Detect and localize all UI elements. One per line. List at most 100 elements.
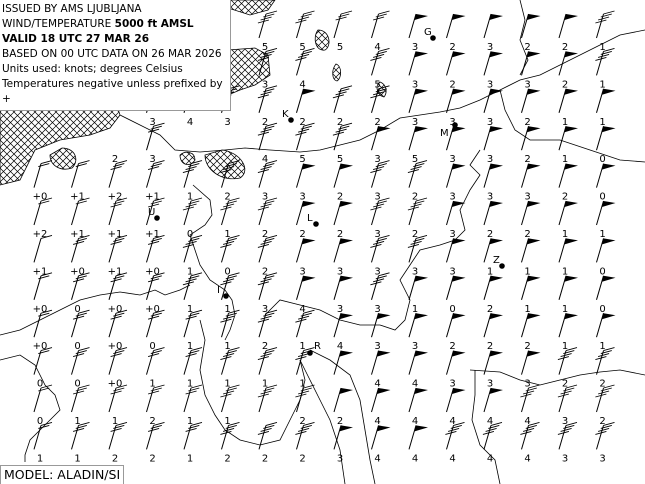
temperature-label: 0 [599, 154, 605, 165]
wind-barb-pennant [333, 350, 353, 375]
temperature-label: 2 [262, 341, 268, 352]
wind-barb-feathers [71, 234, 90, 263]
temperature-label: 2 [337, 117, 343, 128]
wind-barb-feathers [71, 197, 90, 226]
wind-barb-feathers [257, 347, 278, 375]
wind-barb-feathers [407, 197, 428, 226]
temperature-label: 5 [262, 42, 268, 53]
temperature-label: 1 [562, 341, 568, 352]
wind-barb-feathers [595, 47, 615, 76]
wind-barb-pennant [521, 126, 541, 151]
temperature-label: 2 [449, 42, 455, 53]
wind-barb-pennant [408, 313, 428, 338]
temperature-label: +1 [70, 192, 85, 203]
wind-barb-pennant [483, 126, 503, 151]
wind-barb-feathers [332, 122, 353, 151]
temperature-label: 3 [412, 79, 418, 90]
wind-barb-pennant [408, 88, 428, 113]
temperature-label: 2 [337, 416, 343, 427]
wind-barb-pennant [521, 13, 541, 39]
wind-barb-pennant [558, 163, 578, 188]
temperature-label: 4 [374, 42, 380, 53]
temperature-label: 3 [374, 266, 380, 277]
wind-barb-pennant [371, 387, 391, 413]
wind-barb-pennant [333, 275, 353, 300]
station-dot [223, 293, 229, 299]
wind-barb-feathers [295, 309, 315, 338]
wind-barb-feathers [370, 234, 390, 263]
temperature-label: +0 [108, 341, 123, 352]
temperature-label: 2 [524, 154, 530, 165]
station-r: R [307, 341, 321, 356]
wind-barb-pennant [483, 313, 503, 338]
temperature-label: 3 [562, 453, 568, 464]
wind-barb-pennant [296, 238, 316, 263]
wind-barb-feathers [146, 384, 165, 413]
wind-barb-feathers [108, 421, 128, 450]
temperature-label: 2 [524, 341, 530, 352]
temperature-label: 0 [37, 379, 43, 390]
temperature-label: 2 [299, 117, 305, 128]
temperature-label: 2 [149, 453, 155, 464]
temperature-label: +0 [70, 266, 85, 277]
wind-barb-feathers [520, 384, 540, 413]
station-label: K [282, 109, 289, 120]
temperature-label: 1 [487, 266, 493, 277]
temperature-label: 1 [599, 229, 605, 240]
temperature-label: 2 [374, 117, 380, 128]
wind-barb-feathers [108, 272, 128, 300]
wind-barb-pennant [333, 238, 353, 263]
temperature-label: 1 [224, 229, 230, 240]
wind-barb-feathers [146, 421, 165, 450]
wind-barb-pennant [408, 13, 428, 39]
wind-barb-feathers [182, 197, 203, 226]
wind-barb-feathers [257, 234, 278, 263]
temperature-label: 0 [599, 304, 605, 315]
temperature-label: 3 [374, 341, 380, 352]
temperature-label: 5 [337, 42, 343, 53]
temperature-label: 2 [562, 79, 568, 90]
wind-barb-feathers [295, 122, 315, 151]
station-label: Z [493, 255, 500, 266]
temperature-label: 2 [449, 341, 455, 352]
wind-barb-feathers [595, 347, 615, 375]
info-box: ISSUED BY AMS LJUBLJANA WIND/TEMPERATURE… [0, 0, 231, 111]
temperature-label: 2 [524, 42, 530, 53]
wind-barb-feathers [182, 160, 203, 188]
wind-barb-feathers [108, 384, 128, 413]
wind-barb-pennant [371, 350, 391, 375]
temperature-label: 2 [412, 229, 418, 240]
temperature-label: +1 [145, 229, 160, 240]
temperature-label: 1 [599, 341, 605, 352]
temperature-label: 1 [524, 304, 530, 315]
temperature-label: 3 [524, 79, 530, 90]
wind-barb-feathers [257, 197, 278, 226]
temperature-label: 1 [524, 266, 530, 277]
wind-barb-feathers [445, 421, 465, 450]
temperature-label: 1 [149, 379, 155, 390]
wind-barb-pennant [483, 163, 503, 188]
level-value: 5000 ft AMSL [114, 18, 194, 30]
wind-barb-feathers [33, 421, 53, 450]
temperature-label: 4 [337, 341, 343, 352]
wind-barb-feathers [71, 347, 90, 375]
wind-barb-pennant [333, 200, 353, 226]
station-label: R [314, 341, 321, 352]
temperature-label: 4 [374, 416, 380, 427]
temperature-label: 2 [337, 229, 343, 240]
wind-barb-pennant [333, 313, 353, 338]
temperature-label: +1 [108, 229, 123, 240]
wind-barb-pennant [408, 275, 428, 300]
wind-barb-feathers [257, 122, 278, 151]
temperature-label: +0 [33, 341, 48, 352]
temperature-label: 2 [412, 192, 418, 203]
wind-barb-feathers [71, 421, 90, 450]
temperature-label: 2 [599, 379, 605, 390]
temperature-label: 4 [412, 416, 418, 427]
station-dot [430, 35, 436, 41]
wind-barb-feathers [370, 85, 390, 113]
wind-barb-feathers [595, 421, 615, 450]
wind-barb-pennant [446, 313, 466, 338]
wind-barb-pennant [558, 238, 578, 263]
